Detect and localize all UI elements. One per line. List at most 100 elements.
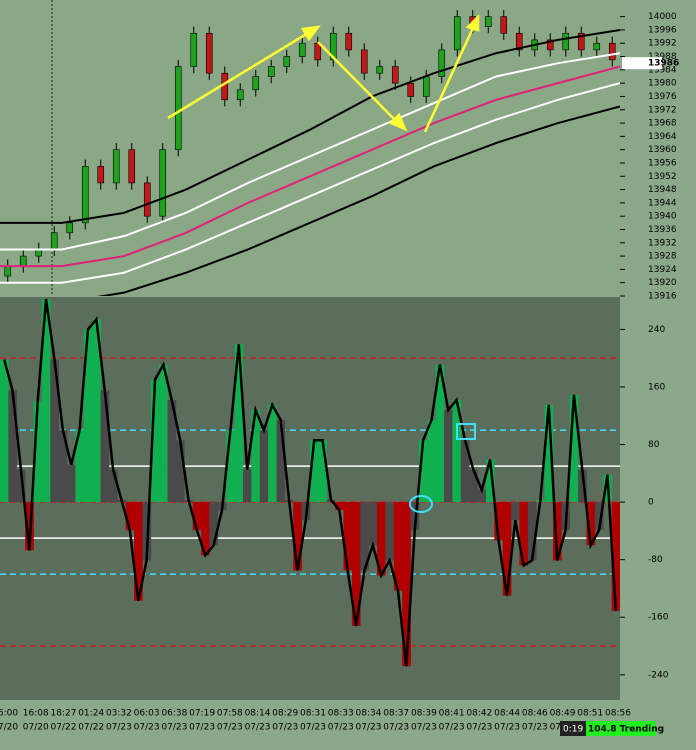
x-tick-label: 08:33 — [328, 709, 354, 719]
oscillator-bar — [544, 404, 554, 503]
candle-body — [267, 66, 275, 77]
y-tick-label: 13948 — [648, 185, 677, 195]
oscillator-bar — [427, 420, 436, 503]
oscillator-bar — [552, 502, 562, 561]
oscillator-bar — [234, 344, 244, 503]
x-date-label: 07/23 — [161, 723, 187, 733]
oscillator-bar — [318, 440, 328, 503]
oscillator-bar — [368, 502, 378, 546]
oscillator-bar — [393, 502, 403, 591]
candle-body — [562, 32, 570, 51]
moving-average — [0, 82, 620, 284]
candle-body — [314, 42, 322, 61]
x-date-label: 07/23 — [355, 723, 381, 733]
x-tick-label: 08:46 — [522, 709, 548, 719]
x-tick-label: 01:24 — [78, 709, 104, 719]
oscillator-bar — [201, 502, 210, 556]
x-date-label: 07/20 — [23, 723, 49, 733]
x-date-label: 07/23 — [494, 723, 520, 733]
oscillator-bar — [469, 469, 478, 503]
oscillator-bar — [259, 430, 269, 503]
candle-body — [407, 82, 415, 97]
x-date-label: 07/23 — [411, 723, 437, 733]
oscillator-bar — [485, 459, 495, 503]
oscillator-bar — [611, 502, 620, 611]
candle-body — [438, 49, 446, 77]
arrow — [167, 31, 309, 120]
oscillator-bar — [418, 440, 428, 503]
x-tick-label: 08:49 — [550, 709, 576, 719]
candle-body — [236, 89, 244, 101]
arrow — [423, 27, 475, 133]
candle-body — [159, 149, 167, 217]
oscillator-bar — [150, 379, 160, 503]
candle-body — [81, 165, 89, 224]
x-tick-label: 08:29 — [272, 709, 298, 719]
oscillator-bar — [0, 359, 9, 503]
y-tick-label: 13976 — [648, 92, 677, 102]
candle-body — [143, 182, 151, 217]
price-panel — [0, 0, 620, 296]
y-tick-label: 13972 — [648, 105, 677, 115]
candle-body — [19, 255, 27, 267]
oscillator-bar — [159, 364, 168, 503]
oscillator-bar — [502, 502, 512, 596]
candle-body — [500, 16, 508, 34]
oscillator-bar — [377, 502, 386, 576]
y-tick-label: 13984 — [648, 65, 677, 75]
moving-average — [0, 28, 620, 224]
oscillator-bar — [335, 502, 344, 511]
oscillator-bar — [41, 299, 51, 503]
highlight-box — [456, 423, 476, 440]
oscillator-bar — [83, 329, 93, 503]
candle-body — [50, 232, 58, 250]
status-state-box — [586, 721, 656, 736]
oscillator-bar — [435, 364, 445, 503]
y-tick-label: 0 — [648, 498, 654, 508]
oscillator-bar — [268, 404, 277, 503]
oscillator-bar — [100, 390, 110, 503]
oscillator-bar — [67, 464, 76, 503]
candle-body — [97, 165, 105, 184]
oscillator-bar — [33, 401, 43, 503]
y-tick-label: 13956 — [648, 158, 677, 168]
oscillator-bar — [16, 469, 26, 503]
oscillator-bar — [8, 390, 18, 503]
oscillator-bar — [134, 502, 143, 601]
candle-body — [221, 72, 229, 101]
candle-body — [515, 32, 523, 51]
x-date-label: 07/23 — [522, 723, 548, 733]
x-tick-label: 16:08 — [23, 709, 49, 719]
oscillator-bar — [251, 409, 261, 503]
candle-body — [252, 76, 260, 91]
oscillator-bar — [192, 502, 202, 531]
y-tick-label: 13952 — [648, 172, 677, 182]
y-tick-label: 13996 — [648, 25, 677, 35]
candle-body — [298, 42, 306, 57]
oscillator-bar — [310, 440, 319, 503]
candle-body — [205, 32, 213, 74]
current-price-box — [622, 57, 662, 70]
candle-body — [128, 149, 136, 184]
x-tick-label: 6:00 — [0, 709, 18, 719]
x-tick-label: 08:44 — [494, 709, 520, 719]
oscillator-bar — [402, 502, 411, 667]
candle-body — [4, 265, 12, 277]
x-tick-label: 06:03 — [134, 709, 160, 719]
current-price: 13986 — [648, 59, 679, 69]
candle-body — [174, 66, 182, 150]
x-tick-label: 07:19 — [189, 709, 215, 719]
candle-body — [453, 16, 461, 51]
x-date-label: 7/20 — [0, 723, 18, 733]
y-tick-label: 13988 — [648, 52, 677, 62]
oscillator-bar — [452, 399, 462, 503]
oscillator-bar — [360, 502, 369, 571]
x-date-label: 07/23 — [466, 723, 492, 733]
candle-body — [190, 32, 198, 67]
candle-body — [546, 39, 554, 51]
oscillator-bar — [50, 359, 59, 503]
x-date-label: 07/23 — [134, 723, 160, 733]
x-date-label: 07/23 — [439, 723, 465, 733]
candle-body — [283, 56, 291, 67]
arrow-head — [388, 112, 408, 132]
